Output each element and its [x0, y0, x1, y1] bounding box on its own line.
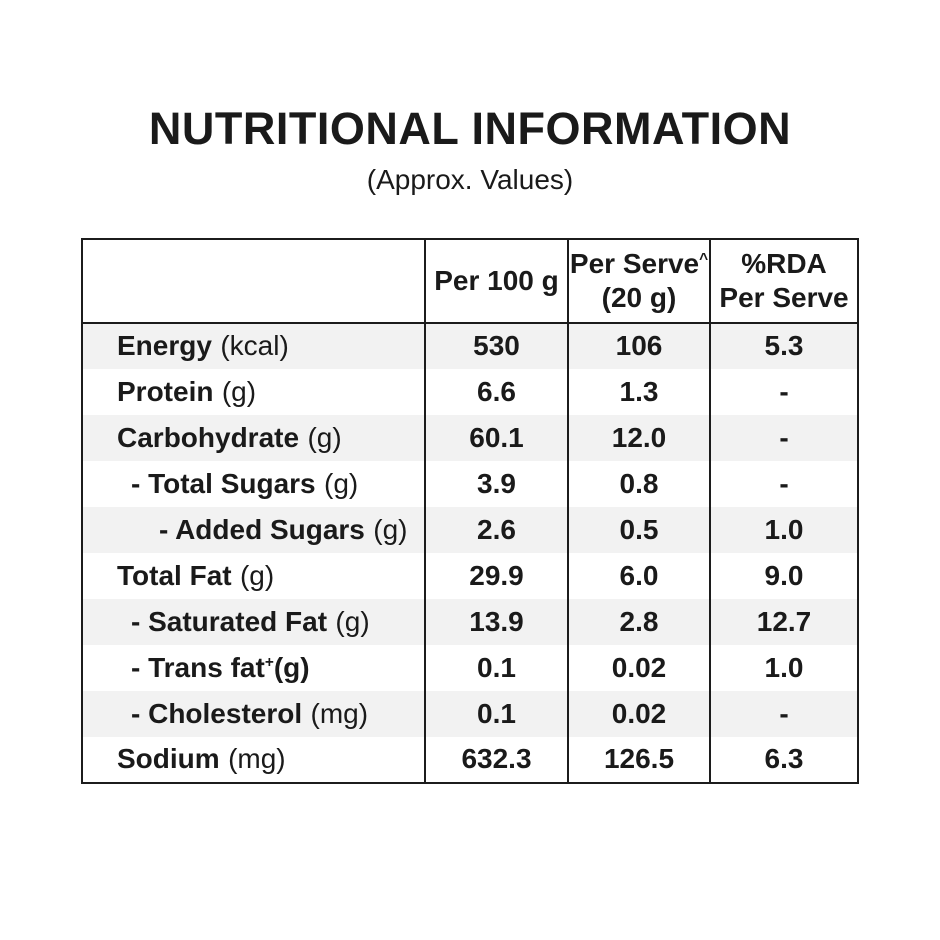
col-header-rda-line1: %RDA	[741, 248, 827, 280]
per-serve-value: 1.3	[567, 368, 710, 415]
nutrient-name: Protein	[117, 375, 214, 407]
nutrient-label-cell: - Saturated Fat (g)	[82, 599, 425, 645]
col-header-rda-line2: Per Serve	[719, 281, 849, 313]
table-body: Energy (kcal) 530 106 5.3 Protein (g) 6.6 …	[82, 322, 858, 783]
per-100g-value: 0.1	[424, 644, 568, 691]
table-row: - Trans fat+(g) 0.1 0.02 1.0	[82, 644, 858, 691]
nutrient-unit: (g)	[239, 559, 275, 591]
per-serve-value: 2.8	[567, 598, 710, 645]
nutrient-label-cell: Protein (g)	[82, 369, 425, 415]
col-header-per-serve-text: Per Serve	[569, 248, 700, 280]
per-100g-value: 60.1	[424, 414, 568, 461]
rda-per-serve-value: 12.7	[709, 598, 858, 645]
nutrition-table: Per 100 g Per Serve^ (20 g) %RDA Per Ser…	[81, 237, 859, 784]
per-serve-value: 0.8	[567, 460, 710, 507]
rda-per-serve-value: -	[709, 368, 858, 415]
nutrient-unit: (mg)	[228, 743, 286, 774]
per-serve-value: 0.02	[567, 644, 710, 691]
per-100g-value: 0.1	[424, 690, 568, 737]
nutrient-unit: (g)	[324, 467, 359, 499]
col-header-per-100g-label: Per 100 g	[434, 264, 559, 296]
per-100g-value: 530	[424, 322, 568, 369]
per-serve-value: 6.0	[567, 552, 710, 599]
nutrient-label-cell: Total Fat (g)	[82, 553, 425, 599]
nutrient-label-cell: - Added Sugars (g)	[82, 507, 425, 553]
rda-per-serve-value: -	[709, 690, 858, 737]
rda-per-serve-value: 1.0	[709, 506, 858, 553]
col-header-per-serve-line2: (20 g)	[601, 281, 677, 313]
page-subtitle: (Approx. Values)	[366, 163, 574, 195]
nutrient-name: - Saturated Fat	[131, 605, 328, 637]
nutrient-label-cell: - Total Sugars (g)	[82, 461, 425, 507]
col-header-per-serve: Per Serve^ (20 g)	[567, 238, 710, 324]
nutrient-name: Sodium	[117, 743, 220, 774]
caret-superscript: ^	[699, 250, 709, 268]
nutrient-label-cell: Carbohydrate (g)	[82, 415, 425, 461]
nutrient-superscript: +	[264, 653, 274, 671]
table-row: Total Fat (g) 29.9 6.0 9.0	[82, 552, 858, 599]
nutrient-name: - Added Sugars	[159, 513, 365, 545]
nutrient-label-cell: Sodium (mg)	[82, 737, 425, 783]
nutrient-unit: (g)	[335, 605, 370, 637]
nutrient-unit: (mg)	[310, 697, 369, 729]
per-100g-value: 2.6	[424, 506, 568, 553]
nutrient-name: Total Fat	[117, 559, 232, 591]
nutrient-name: - Trans fat	[131, 651, 265, 683]
rda-per-serve-value: 5.3	[709, 322, 858, 369]
nutrient-unit: (g)	[307, 421, 342, 453]
nutrient-unit: (g)	[273, 651, 310, 683]
table-header: Per 100 g Per Serve^ (20 g) %RDA Per Ser…	[82, 238, 858, 324]
col-header-per-100g: Per 100 g	[424, 238, 568, 324]
per-serve-value: 106	[567, 322, 710, 369]
nutrient-label-cell: - Cholesterol (mg)	[82, 691, 425, 737]
table-row: Protein (g) 6.6 1.3 -	[82, 368, 858, 415]
nutrient-unit: (kcal)	[220, 330, 289, 361]
per-serve-value: 0.02	[567, 690, 710, 737]
nutrient-name: Energy	[117, 330, 212, 361]
per-serve-value: 12.0	[567, 414, 710, 461]
col-header-blank	[82, 238, 425, 324]
rda-per-serve-value: 1.0	[709, 644, 858, 691]
col-header-rda: %RDA Per Serve	[709, 238, 858, 324]
rda-per-serve-value: -	[709, 414, 858, 461]
table-row: - Cholesterol (mg) 0.1 0.02 -	[82, 690, 858, 737]
nutrient-name: Carbohydrate	[117, 421, 300, 453]
nutrient-name: - Total Sugars	[131, 467, 316, 499]
nutrient-name: - Cholesterol	[131, 697, 303, 729]
rda-per-serve-value: 6.3	[709, 736, 858, 783]
per-100g-value: 3.9	[424, 460, 568, 507]
page-title: NUTRITIONAL INFORMATION	[148, 103, 792, 154]
rda-per-serve-value: -	[709, 460, 858, 507]
per-100g-value: 29.9	[424, 552, 568, 599]
per-100g-value: 6.6	[424, 368, 568, 415]
table-row: Energy (kcal) 530 106 5.3	[82, 322, 858, 369]
per-serve-value: 126.5	[567, 736, 710, 783]
header-row: Per 100 g Per Serve^ (20 g) %RDA Per Ser…	[82, 238, 858, 324]
nutrient-unit: (g)	[373, 513, 408, 545]
table-row: Sodium (mg) 632.3 126.5 6.3	[82, 736, 858, 783]
col-header-per-serve-line1: Per Serve^	[569, 247, 709, 280]
table-row: - Total Sugars (g) 3.9 0.8 -	[82, 460, 858, 507]
nutrient-label-cell: Energy (kcal)	[82, 323, 425, 369]
per-serve-value: 0.5	[567, 506, 710, 553]
table-row: - Saturated Fat (g) 13.9 2.8 12.7	[82, 598, 858, 645]
per-100g-value: 632.3	[424, 736, 568, 783]
per-100g-value: 13.9	[424, 598, 568, 645]
nutrient-unit: (g)	[221, 375, 257, 407]
table-row: - Added Sugars (g) 2.6 0.5 1.0	[82, 506, 858, 553]
rda-per-serve-value: 9.0	[709, 552, 858, 599]
nutrient-label-cell: - Trans fat+(g)	[82, 645, 425, 691]
table-row: Carbohydrate (g) 60.1 12.0 -	[82, 414, 858, 461]
